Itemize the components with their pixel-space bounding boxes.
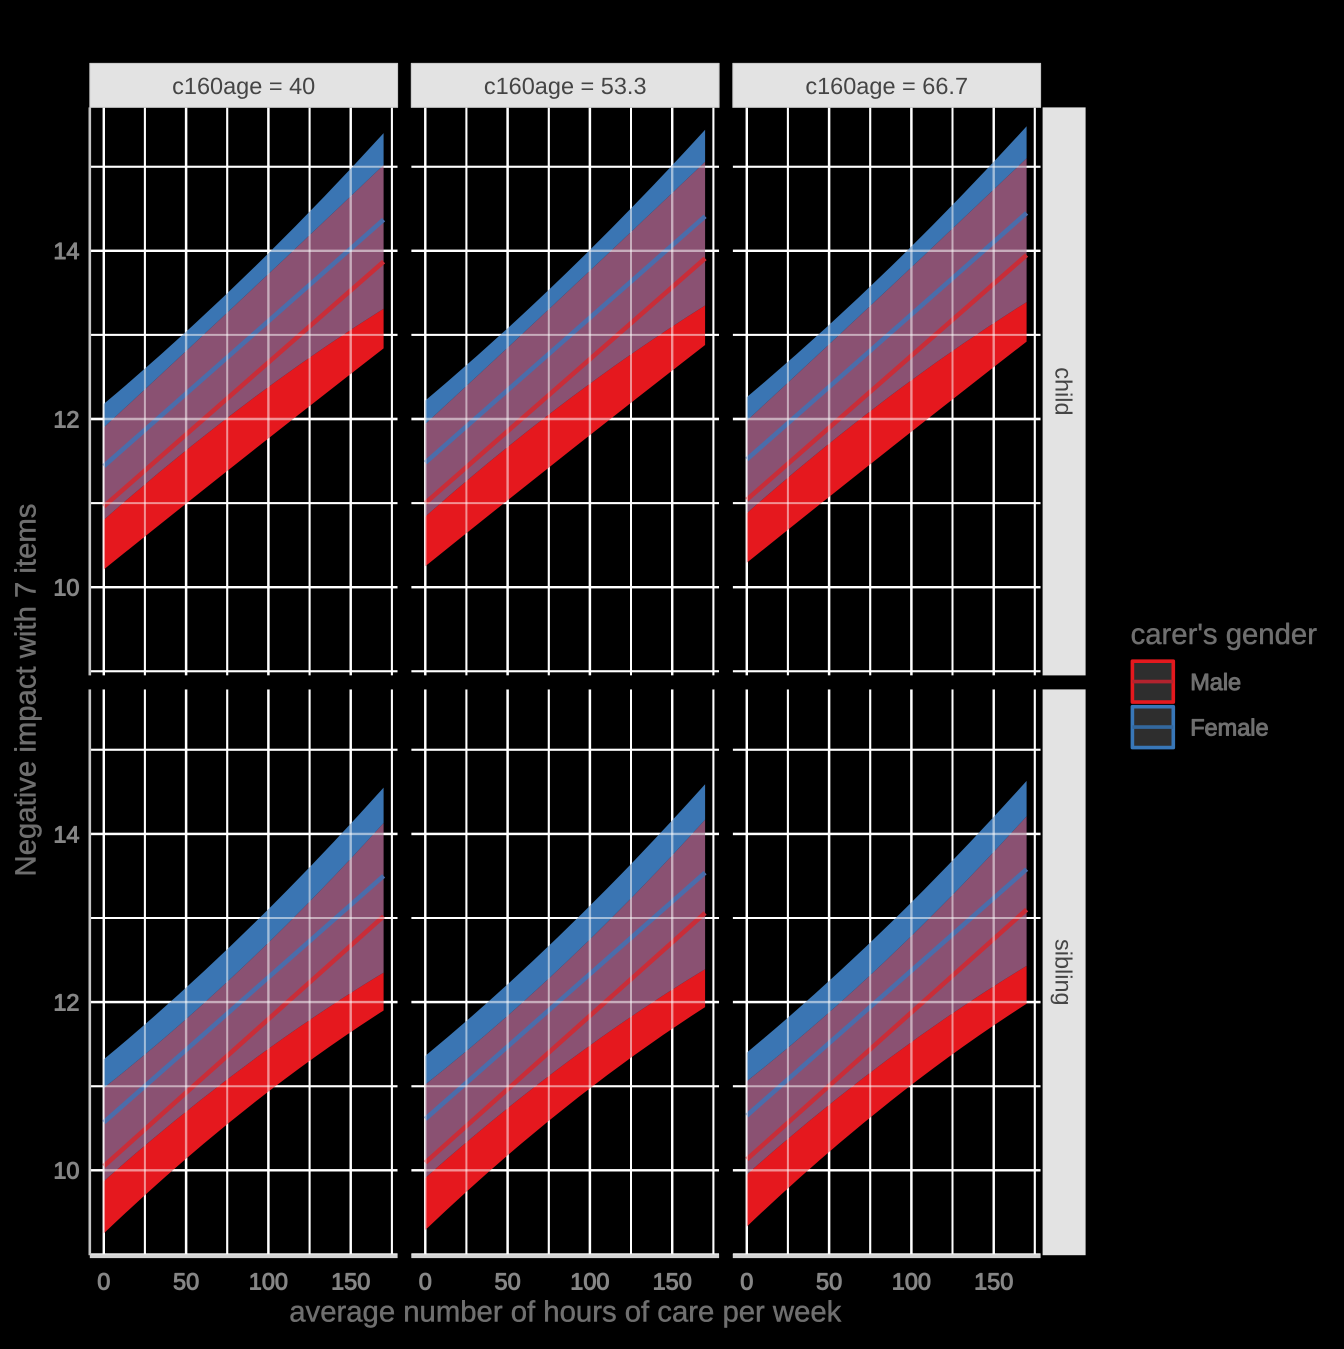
svg-text:Male: Male bbox=[1190, 669, 1241, 695]
svg-text:average number of hours of car: average number of hours of care per week bbox=[289, 1296, 841, 1329]
svg-text:sibling: sibling bbox=[1051, 939, 1077, 1006]
svg-text:14: 14 bbox=[53, 238, 79, 264]
svg-text:100: 100 bbox=[249, 1268, 288, 1294]
svg-text:50: 50 bbox=[495, 1268, 521, 1294]
svg-text:150: 150 bbox=[653, 1268, 692, 1294]
svg-text:150: 150 bbox=[974, 1268, 1013, 1294]
svg-text:child: child bbox=[1051, 367, 1077, 415]
svg-text:c160age = 66.7: c160age = 66.7 bbox=[805, 73, 968, 99]
svg-text:50: 50 bbox=[816, 1268, 842, 1294]
svg-text:10: 10 bbox=[53, 1158, 79, 1184]
svg-text:14: 14 bbox=[53, 821, 79, 847]
svg-text:c160age = 40: c160age = 40 bbox=[172, 73, 315, 99]
svg-text:12: 12 bbox=[53, 406, 79, 432]
svg-text:12: 12 bbox=[53, 990, 79, 1016]
svg-text:0: 0 bbox=[740, 1268, 753, 1294]
svg-text:10: 10 bbox=[53, 575, 79, 601]
svg-text:0: 0 bbox=[97, 1268, 110, 1294]
svg-text:carer's gender: carer's gender bbox=[1131, 618, 1318, 651]
svg-text:100: 100 bbox=[570, 1268, 609, 1294]
svg-text:0: 0 bbox=[419, 1268, 432, 1294]
svg-text:Female: Female bbox=[1190, 715, 1268, 741]
svg-text:100: 100 bbox=[892, 1268, 931, 1294]
svg-text:150: 150 bbox=[331, 1268, 370, 1294]
svg-text:Negative impact with 7 items: Negative impact with 7 items bbox=[10, 504, 43, 877]
svg-text:c160age = 53.3: c160age = 53.3 bbox=[484, 73, 647, 99]
svg-text:50: 50 bbox=[173, 1268, 199, 1294]
